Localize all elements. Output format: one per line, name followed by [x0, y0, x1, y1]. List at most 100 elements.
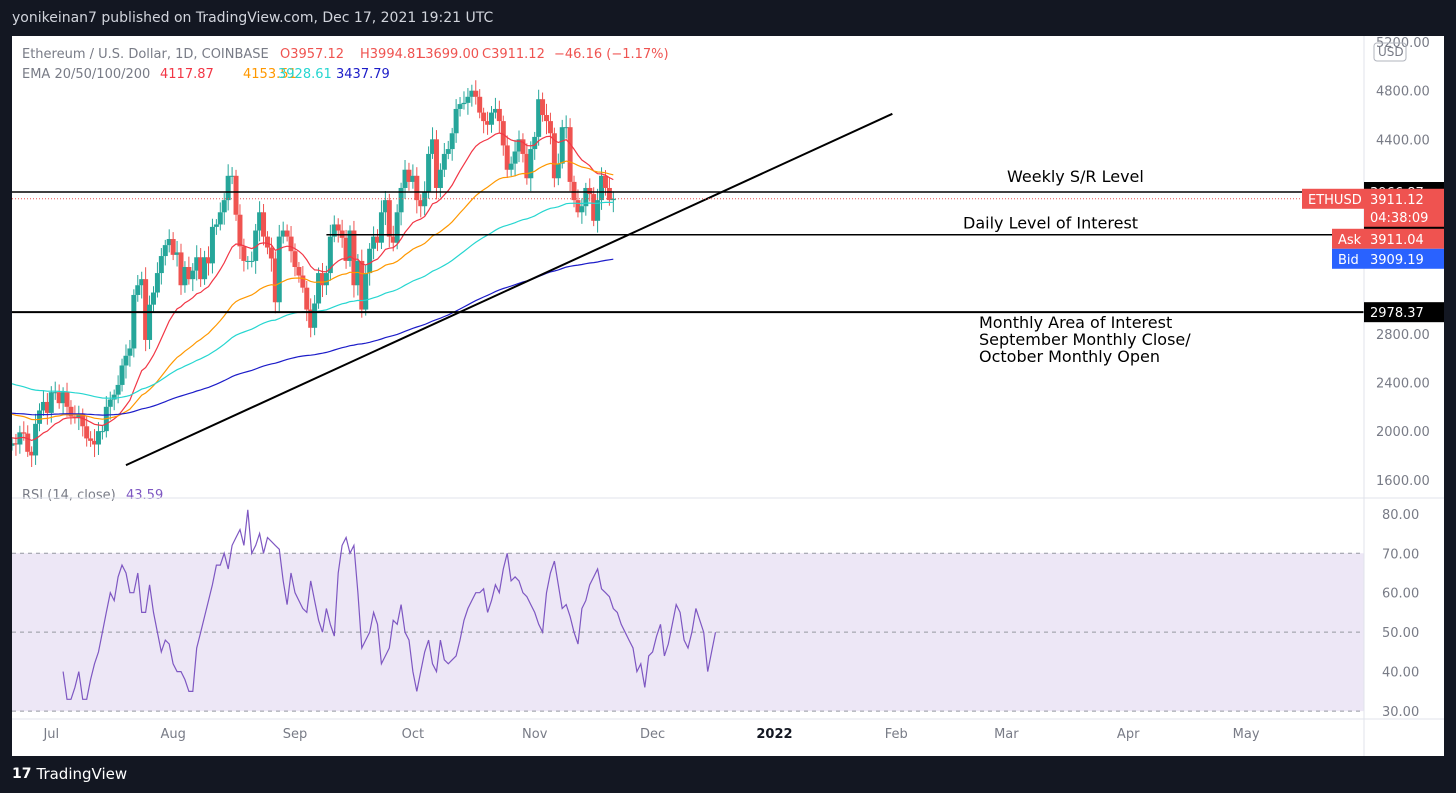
price-tick-label: 2400.00 [1376, 377, 1430, 392]
candle-body [300, 275, 306, 288]
candle-body [166, 239, 172, 246]
candle-body [170, 239, 176, 255]
time-tick-label: Apr [1117, 727, 1140, 742]
candle-body [127, 348, 133, 356]
candle-body [221, 200, 227, 213]
candle-body [508, 163, 514, 170]
time-tick-label: Aug [160, 727, 185, 742]
candle-body [524, 153, 530, 179]
candle-body [33, 423, 39, 456]
candle-body [64, 392, 70, 407]
legend-high: H3994.81 [360, 47, 424, 62]
candle-body [516, 139, 522, 152]
candle-body [610, 198, 616, 201]
candle-body [544, 115, 550, 122]
candle-body [68, 406, 74, 417]
candle-body [268, 247, 274, 259]
candle-body [198, 257, 204, 280]
daily-level-label: Daily Level of Interest [963, 214, 1138, 233]
candle-body [209, 226, 215, 264]
candle-body [402, 169, 408, 188]
candle-body [296, 267, 302, 276]
candle-body [520, 139, 526, 154]
time-tick-label: Mar [994, 727, 1019, 742]
candle-body [433, 139, 439, 188]
price-badge: 3911.12 [1370, 193, 1424, 208]
candle-body [99, 431, 105, 433]
candle-body [335, 224, 341, 231]
candle-body [547, 121, 553, 134]
time-tick-label: May [1233, 727, 1260, 742]
candle-body [599, 175, 605, 201]
time-tick-label: Dec [640, 727, 665, 742]
candle-body [390, 236, 396, 243]
candle-body [355, 260, 361, 286]
candle-body [528, 149, 534, 179]
candle-body [261, 212, 267, 237]
price-tick-label: 4400.00 [1376, 133, 1430, 148]
price-tick-label: 2800.00 [1376, 328, 1430, 343]
candle-body [418, 200, 424, 207]
chart-panel[interactable]: Weekly S/R Level Daily Level of Interest M… [12, 36, 1444, 756]
candle-body [174, 252, 180, 255]
candle-body [52, 392, 58, 394]
candle-body [229, 175, 235, 177]
candle-body [312, 303, 318, 328]
candle-body [13, 443, 19, 445]
candle-body [536, 99, 542, 137]
candle-body [131, 294, 137, 349]
candle-body [492, 108, 498, 113]
currency-box [1373, 42, 1407, 62]
candle-body [555, 163, 561, 179]
legend-ema-label: EMA 20/50/100/200 [22, 67, 150, 82]
candle-body [461, 102, 467, 105]
trendline [125, 112, 893, 467]
candle-body [119, 365, 125, 385]
candle-body [394, 212, 400, 243]
brand-name: TradingView [36, 765, 128, 783]
candle-body [422, 191, 428, 207]
ema100-line [12, 201, 614, 399]
rsi-tick-label: 40.00 [1382, 666, 1419, 681]
candle-body [579, 206, 585, 213]
candle-body [257, 212, 263, 231]
candle-body [347, 230, 353, 261]
candle-body [308, 309, 314, 328]
candle-body [135, 285, 141, 295]
candle-body [158, 256, 164, 274]
candle-body [398, 187, 404, 213]
time-tick-label: Jul [42, 727, 59, 742]
candle-body [331, 224, 337, 237]
time-tick-label: Oct [402, 727, 424, 742]
candle-body [60, 392, 66, 404]
candle-body [182, 267, 188, 286]
candle-body [437, 169, 443, 188]
candle-body [488, 112, 494, 125]
price-tick-label: 1600.00 [1376, 474, 1430, 489]
candle-body [280, 230, 286, 237]
candle-body [72, 416, 78, 418]
candle-body [323, 273, 329, 286]
candle-body [154, 273, 160, 293]
candle-body [457, 104, 463, 109]
chart-canvas[interactable]: Weekly S/R Level Daily Level of Interest M… [12, 36, 1444, 756]
candle-body [264, 236, 270, 248]
candle-body [473, 90, 479, 97]
publish-line: yonikeinan7 published on TradingView.com… [12, 10, 494, 26]
candle-body [92, 440, 98, 445]
price-tick-label: 2000.00 [1376, 425, 1430, 440]
candle-body [245, 260, 251, 262]
candle-body [25, 433, 31, 452]
candle-body [249, 260, 255, 262]
candle-body [21, 432, 27, 434]
candle-body [84, 426, 90, 439]
candle-body [95, 431, 101, 445]
candle-body [123, 355, 129, 366]
candle-body [304, 287, 310, 310]
ema50-line [12, 160, 614, 421]
symbol-badge: ETHUSD [1308, 193, 1362, 208]
candle-body [202, 257, 208, 280]
bid-badge-bg [1332, 248, 1444, 269]
candle-body [143, 279, 149, 340]
candle-body [237, 214, 243, 247]
